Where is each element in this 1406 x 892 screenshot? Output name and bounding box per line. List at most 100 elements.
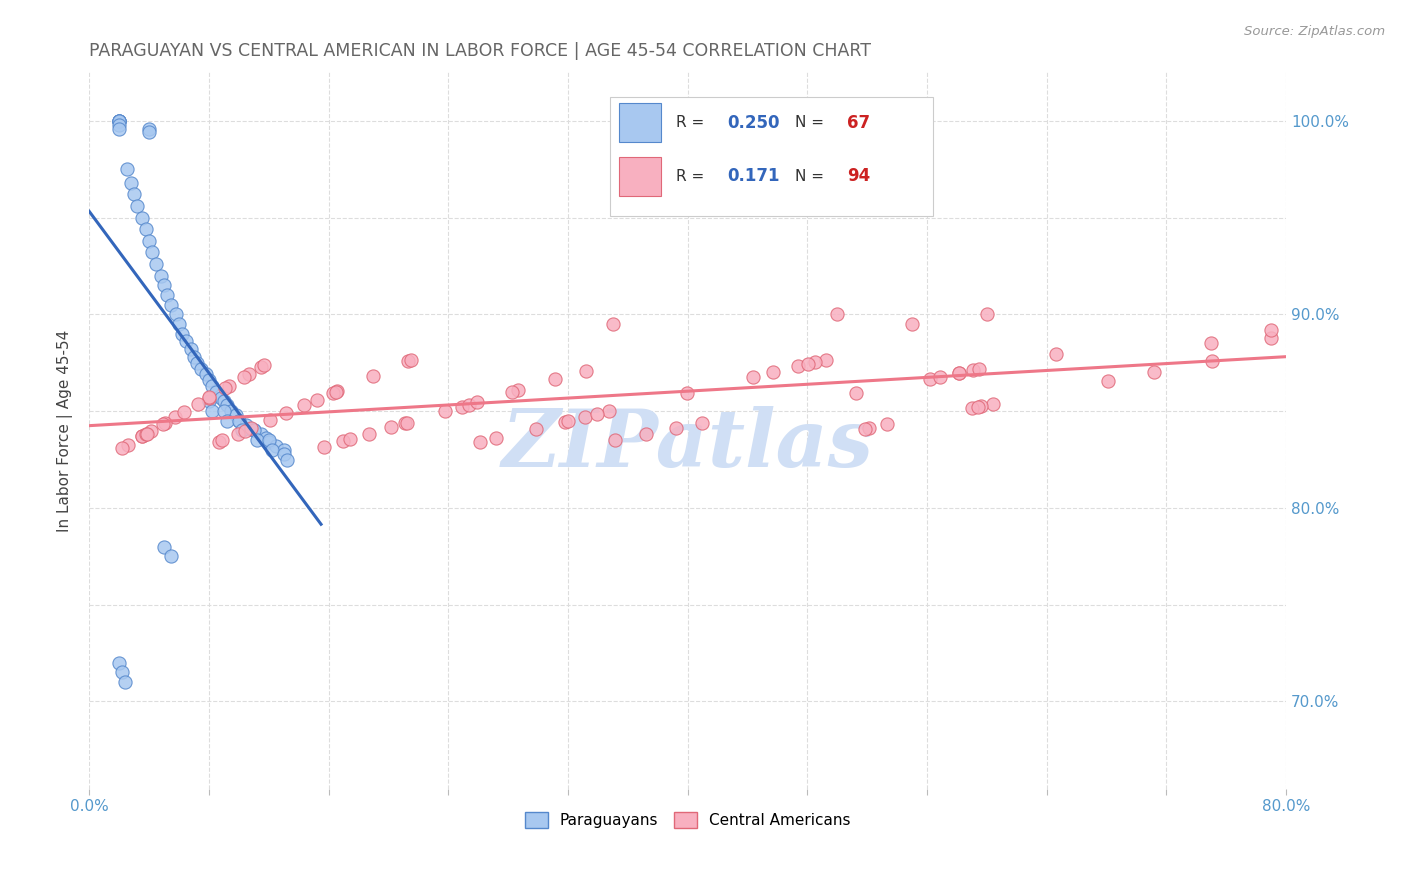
Point bbox=[526, 421, 548, 435]
Point bbox=[876, 417, 898, 432]
Point bbox=[165, 307, 187, 321]
Point bbox=[1097, 374, 1119, 388]
Point bbox=[322, 386, 344, 401]
Point bbox=[273, 447, 295, 461]
Point bbox=[1201, 354, 1223, 368]
Point bbox=[468, 434, 491, 449]
Point bbox=[153, 417, 176, 431]
Point bbox=[173, 405, 195, 419]
Point bbox=[131, 429, 153, 443]
Point bbox=[786, 359, 808, 374]
Text: R =: R = bbox=[676, 115, 709, 130]
Point bbox=[138, 125, 160, 139]
Point bbox=[122, 187, 145, 202]
Text: 67: 67 bbox=[846, 113, 870, 131]
Point bbox=[339, 432, 361, 446]
Point bbox=[201, 404, 224, 418]
Point bbox=[209, 391, 232, 405]
Point bbox=[228, 414, 250, 428]
Point bbox=[120, 176, 142, 190]
Point bbox=[153, 540, 176, 554]
Point bbox=[675, 385, 697, 400]
Point bbox=[485, 431, 508, 445]
Point bbox=[180, 342, 202, 356]
Point bbox=[198, 373, 221, 387]
Point bbox=[212, 404, 235, 418]
Point bbox=[259, 413, 281, 427]
Point bbox=[239, 421, 262, 435]
Point bbox=[250, 427, 273, 442]
Point bbox=[145, 257, 167, 271]
Point bbox=[976, 307, 998, 321]
Point bbox=[187, 397, 209, 411]
FancyBboxPatch shape bbox=[619, 157, 661, 196]
Point bbox=[602, 317, 624, 331]
Point bbox=[149, 268, 172, 283]
Point bbox=[235, 417, 257, 432]
Text: 94: 94 bbox=[846, 168, 870, 186]
Point bbox=[274, 406, 297, 420]
Point bbox=[111, 665, 134, 680]
Point bbox=[108, 113, 131, 128]
Point bbox=[111, 441, 134, 455]
Point bbox=[325, 384, 347, 399]
Point bbox=[557, 414, 579, 428]
Point bbox=[273, 442, 295, 457]
Point bbox=[218, 379, 240, 393]
Point bbox=[967, 362, 990, 376]
Point bbox=[153, 278, 176, 293]
Point bbox=[170, 326, 193, 341]
Point bbox=[135, 427, 157, 442]
Point bbox=[260, 442, 283, 457]
Point bbox=[395, 416, 418, 430]
Point bbox=[858, 421, 880, 435]
Point bbox=[225, 408, 247, 422]
Point bbox=[948, 366, 970, 380]
Point bbox=[197, 391, 219, 405]
Point bbox=[853, 422, 876, 436]
Point bbox=[1199, 336, 1222, 351]
Point bbox=[554, 415, 576, 429]
Point bbox=[399, 353, 422, 368]
Point bbox=[357, 426, 380, 441]
Point bbox=[332, 434, 354, 449]
Point bbox=[183, 350, 205, 364]
FancyBboxPatch shape bbox=[610, 97, 934, 216]
Point bbox=[115, 162, 138, 177]
Text: Source: ZipAtlas.com: Source: ZipAtlas.com bbox=[1244, 25, 1385, 38]
Point bbox=[254, 431, 277, 445]
Point bbox=[605, 433, 627, 447]
Point bbox=[361, 369, 384, 384]
Point bbox=[190, 361, 212, 376]
Point bbox=[960, 401, 983, 415]
Point bbox=[160, 549, 183, 564]
Point bbox=[114, 675, 136, 690]
Point bbox=[186, 356, 208, 370]
Point bbox=[845, 385, 868, 400]
Point bbox=[239, 421, 262, 435]
Point bbox=[598, 404, 620, 418]
FancyBboxPatch shape bbox=[619, 103, 661, 142]
Text: ZIPatlas: ZIPatlas bbox=[502, 406, 873, 483]
Point bbox=[962, 363, 984, 377]
Point bbox=[380, 420, 402, 434]
Point bbox=[797, 357, 820, 371]
Point bbox=[508, 383, 530, 397]
Point bbox=[108, 113, 131, 128]
Point bbox=[233, 424, 256, 438]
Point bbox=[544, 372, 567, 386]
Point bbox=[450, 400, 472, 414]
Point bbox=[246, 433, 269, 447]
Point bbox=[326, 384, 349, 399]
Point bbox=[228, 414, 250, 428]
Point bbox=[257, 433, 280, 447]
Point bbox=[762, 365, 785, 379]
Point bbox=[231, 424, 253, 438]
Point bbox=[636, 426, 658, 441]
Point bbox=[665, 421, 688, 435]
Point bbox=[108, 113, 131, 128]
Point bbox=[1260, 323, 1282, 337]
Point bbox=[253, 359, 276, 373]
Point bbox=[141, 245, 163, 260]
Point bbox=[198, 394, 221, 409]
